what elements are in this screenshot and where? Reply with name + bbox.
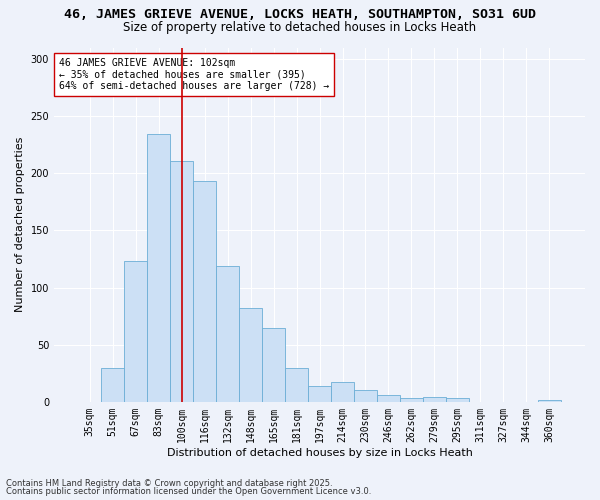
Bar: [446, 398, 469, 402]
Bar: [400, 398, 423, 402]
Bar: [101, 368, 124, 402]
Bar: [423, 398, 446, 402]
Text: Size of property relative to detached houses in Locks Heath: Size of property relative to detached ho…: [124, 21, 476, 34]
Bar: [124, 261, 147, 402]
Text: Contains HM Land Registry data © Crown copyright and database right 2025.: Contains HM Land Registry data © Crown c…: [6, 478, 332, 488]
Bar: [354, 390, 377, 402]
Y-axis label: Number of detached properties: Number of detached properties: [15, 137, 25, 312]
Bar: [331, 382, 354, 402]
Bar: [262, 328, 285, 402]
Bar: [538, 400, 561, 402]
Bar: [377, 395, 400, 402]
Text: Contains public sector information licensed under the Open Government Licence v3: Contains public sector information licen…: [6, 487, 371, 496]
Bar: [170, 160, 193, 402]
Bar: [285, 368, 308, 402]
Text: 46 JAMES GRIEVE AVENUE: 102sqm
← 35% of detached houses are smaller (395)
64% of: 46 JAMES GRIEVE AVENUE: 102sqm ← 35% of …: [59, 58, 329, 92]
Bar: [193, 181, 216, 402]
Bar: [216, 266, 239, 402]
X-axis label: Distribution of detached houses by size in Locks Heath: Distribution of detached houses by size …: [167, 448, 472, 458]
Bar: [147, 134, 170, 402]
Text: 46, JAMES GRIEVE AVENUE, LOCKS HEATH, SOUTHAMPTON, SO31 6UD: 46, JAMES GRIEVE AVENUE, LOCKS HEATH, SO…: [64, 8, 536, 20]
Bar: [308, 386, 331, 402]
Bar: [239, 308, 262, 402]
